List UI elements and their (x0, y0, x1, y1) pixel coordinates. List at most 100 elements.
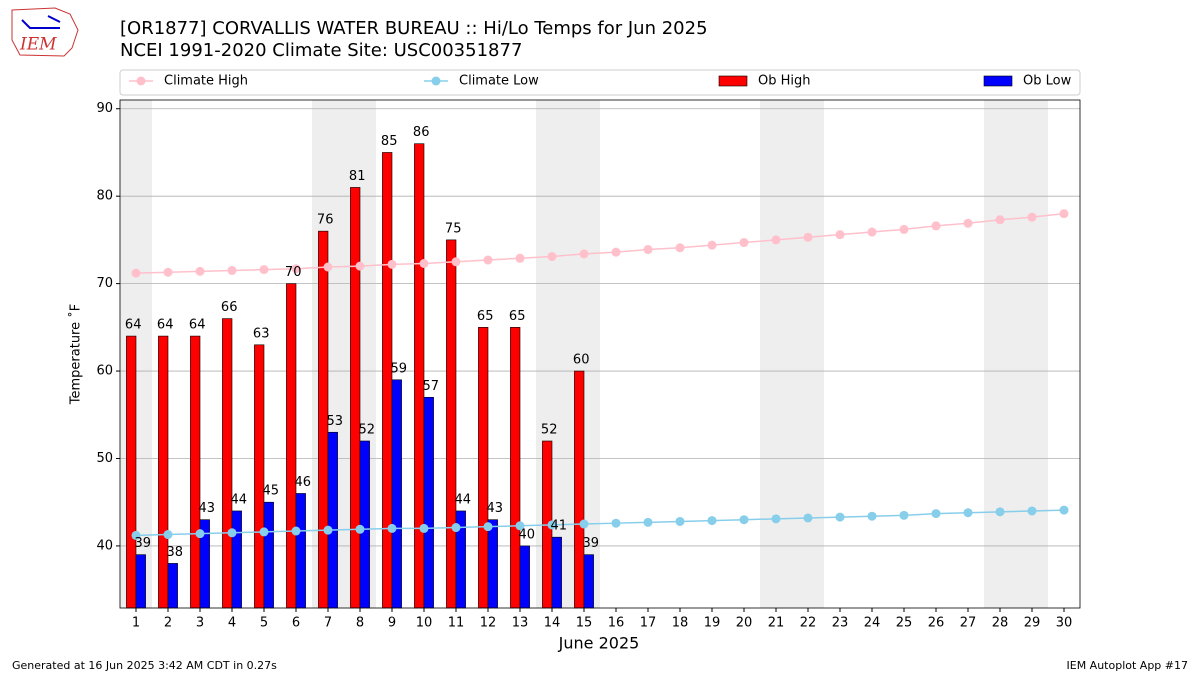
data-label: 53 (327, 414, 344, 429)
data-label: 81 (349, 169, 366, 184)
point (131, 530, 141, 540)
line (135, 509, 1065, 537)
x-tick-label: 29 (1024, 616, 1041, 631)
point (835, 512, 845, 522)
data-label: 41 (551, 519, 568, 534)
x-tick-label: 23 (832, 616, 849, 631)
point (419, 259, 429, 269)
point (355, 261, 365, 271)
bar (222, 318, 233, 609)
data-label: 40 (519, 527, 536, 542)
point (227, 528, 237, 538)
point (1027, 506, 1037, 516)
point (163, 267, 173, 277)
x-tick-label: 21 (768, 616, 785, 631)
data-label: 63 (253, 326, 270, 341)
point (259, 527, 269, 537)
bar (135, 554, 146, 609)
point (867, 511, 877, 521)
bar (158, 335, 169, 609)
bar (359, 440, 370, 609)
logo-text: IEM (19, 35, 57, 55)
bar (423, 396, 434, 609)
y-tick-label: 90 (96, 101, 113, 116)
x-tick-label: 5 (260, 616, 268, 631)
data-label: 44 (231, 492, 248, 507)
y-tick-label: 40 (96, 538, 113, 553)
point (835, 230, 845, 240)
bar (551, 536, 562, 609)
point (291, 264, 301, 274)
footer-left: Generated at 16 Jun 2025 3:42 AM CDT in … (12, 659, 277, 672)
x-tick-label: 26 (928, 616, 945, 631)
x-tick-label: 30 (1056, 616, 1073, 631)
point (643, 517, 653, 527)
point (931, 221, 941, 231)
point (675, 243, 685, 253)
logo: IEM (11, 7, 79, 57)
x-tick-label: 22 (800, 616, 817, 631)
point (963, 218, 973, 228)
legend-marker (136, 76, 146, 86)
y-tick-label: 80 (96, 189, 113, 204)
axes-frame (119, 99, 1081, 609)
point (963, 508, 973, 518)
bar (327, 431, 338, 609)
data-label: 85 (381, 134, 398, 149)
point (643, 245, 653, 255)
point (1059, 209, 1069, 219)
x-tick-label: 16 (608, 616, 625, 631)
bar (126, 335, 137, 609)
y-axis-label: Temperature ˚F (68, 304, 84, 405)
point (899, 510, 909, 520)
data-label: 65 (509, 309, 526, 324)
point (867, 227, 877, 237)
x-tick-label: 28 (992, 616, 1009, 631)
point (547, 252, 557, 262)
point (771, 235, 781, 245)
bar (382, 152, 393, 609)
point (387, 259, 397, 269)
point (803, 232, 813, 242)
bar (254, 344, 265, 609)
x-tick-label: 1 (132, 616, 140, 631)
point (515, 253, 525, 263)
x-tick-label: 11 (448, 616, 465, 631)
x-tick-label: 3 (196, 616, 204, 631)
data-label: 76 (317, 213, 334, 228)
point (739, 238, 749, 248)
data-label: 66 (221, 300, 238, 315)
bar (190, 335, 201, 609)
point (291, 526, 301, 536)
point (771, 514, 781, 524)
data-label: 64 (189, 318, 206, 333)
legend-box (119, 69, 1081, 96)
legend-label: Climate Low (459, 74, 539, 89)
point (515, 521, 525, 531)
point (675, 516, 685, 526)
data-label: 38 (167, 545, 184, 560)
weekend-shade (1016, 100, 1048, 608)
point (611, 247, 621, 257)
point (899, 224, 909, 234)
bar (574, 370, 585, 609)
x-tick-label: 8 (356, 616, 364, 631)
data-label: 43 (199, 501, 216, 516)
bar (414, 143, 425, 609)
point (227, 265, 237, 275)
point (995, 507, 1005, 517)
point (1059, 505, 1069, 515)
point (195, 529, 205, 539)
x-tick-label: 20 (736, 616, 753, 631)
data-label: 64 (125, 318, 142, 333)
footer-right: IEM Autoplot App #17 (1067, 659, 1189, 672)
legend-swatch (718, 75, 748, 87)
x-tick-label: 7 (324, 616, 332, 631)
data-label: 43 (487, 501, 504, 516)
data-label: 39 (583, 536, 600, 551)
point (707, 240, 717, 250)
point (131, 268, 141, 278)
weekend-shade (984, 100, 1016, 608)
